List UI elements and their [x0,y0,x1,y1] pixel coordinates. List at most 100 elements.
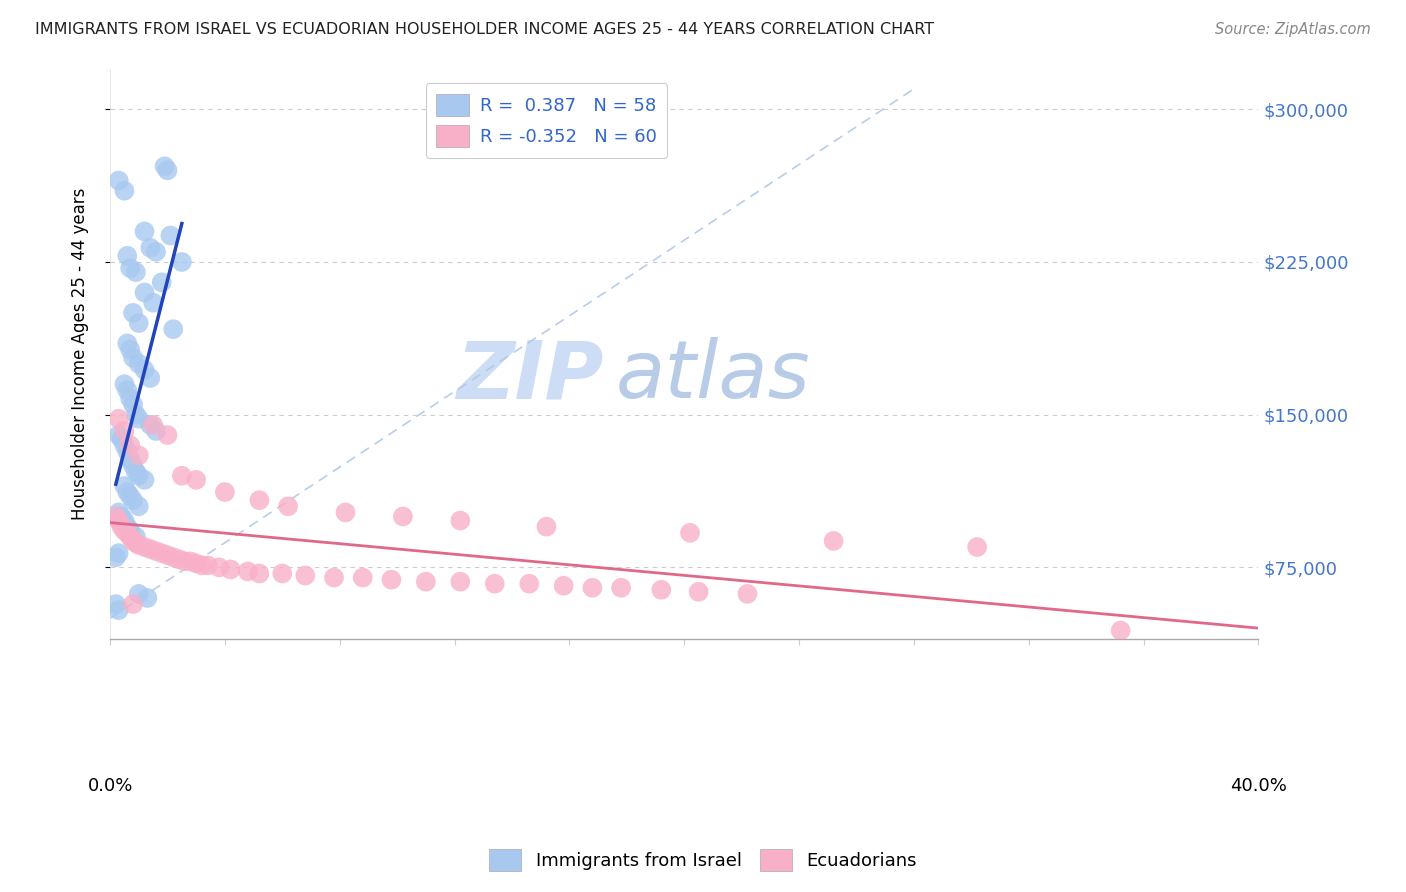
Point [122,306,145,320]
Point [197,558,219,573]
Y-axis label: Householder Income Ages 25 - 44 years: Householder Income Ages 25 - 44 years [72,187,89,520]
Point [107,173,129,187]
Text: ZIP: ZIP [457,337,605,416]
Point [117,444,139,458]
Point [142,417,165,432]
Point [823,533,845,548]
Point [156,548,179,562]
Point [122,397,145,411]
Point [120,452,142,467]
Point [150,546,173,560]
Point [688,584,710,599]
Point [107,428,129,442]
Point [134,473,156,487]
Point [136,591,159,605]
Point [484,576,506,591]
Point [122,458,145,473]
Point [117,384,139,398]
Point [219,562,242,576]
Point [107,411,129,425]
Text: 0.0%: 0.0% [87,777,132,795]
Point [125,408,148,422]
Point [128,316,150,330]
Point [112,377,135,392]
Point [128,357,150,371]
Point [145,544,167,558]
Point [120,343,142,357]
Point [170,468,193,483]
Point [107,505,129,519]
Point [139,417,162,432]
Point [517,576,540,591]
Point [610,581,633,595]
Legend: R =  0.387   N = 58, R = -0.352   N = 60: R = 0.387 N = 58, R = -0.352 N = 60 [426,83,668,158]
Point [117,525,139,540]
Point [120,438,142,452]
Point [134,540,156,554]
Point [120,530,142,544]
Point [449,514,471,528]
Point [107,603,129,617]
Legend: Immigrants from Israel, Ecuadorians: Immigrants from Israel, Ecuadorians [482,842,924,879]
Point [128,411,150,425]
Point [110,509,132,524]
Point [112,524,135,538]
Point [170,255,193,269]
Point [112,184,135,198]
Point [122,533,145,548]
Point [156,428,179,442]
Point [142,295,165,310]
Text: atlas: atlas [616,337,810,416]
Point [236,565,259,579]
Point [125,265,148,279]
Point [128,449,150,463]
Point [208,560,231,574]
Point [159,228,181,243]
Point [335,505,357,519]
Point [120,524,142,538]
Point [581,581,603,595]
Point [966,540,988,554]
Point [247,566,270,581]
Point [156,163,179,178]
Text: Source: ZipAtlas.com: Source: ZipAtlas.com [1215,22,1371,37]
Point [125,530,148,544]
Point [1109,624,1132,638]
Point [117,519,139,533]
Point [186,473,208,487]
Text: IMMIGRANTS FROM ISRAEL VS ECUADORIAN HOUSEHOLDER INCOME AGES 25 - 44 YEARS CORRE: IMMIGRANTS FROM ISRAEL VS ECUADORIAN HOU… [35,22,934,37]
Point [110,432,132,446]
Point [110,519,132,533]
Point [125,536,148,550]
Point [145,424,167,438]
Point [117,485,139,500]
Point [380,573,402,587]
Point [737,587,759,601]
Point [139,241,162,255]
Point [112,424,135,438]
Point [186,557,208,571]
Point [139,371,162,385]
Point [153,159,176,173]
Point [247,493,270,508]
Point [162,322,184,336]
Point [323,571,346,585]
Point [294,568,316,582]
Point [134,224,156,238]
Point [150,276,173,290]
Point [162,550,184,565]
Text: 40.0%: 40.0% [1230,777,1286,795]
Point [553,579,575,593]
Point [352,571,374,585]
Point [117,336,139,351]
Point [128,500,150,514]
Point [125,465,148,479]
Point [145,244,167,259]
Point [650,582,672,597]
Point [122,597,145,611]
Point [679,525,702,540]
Point [112,438,135,452]
Point [134,363,156,377]
Point [173,554,195,568]
Point [122,493,145,508]
